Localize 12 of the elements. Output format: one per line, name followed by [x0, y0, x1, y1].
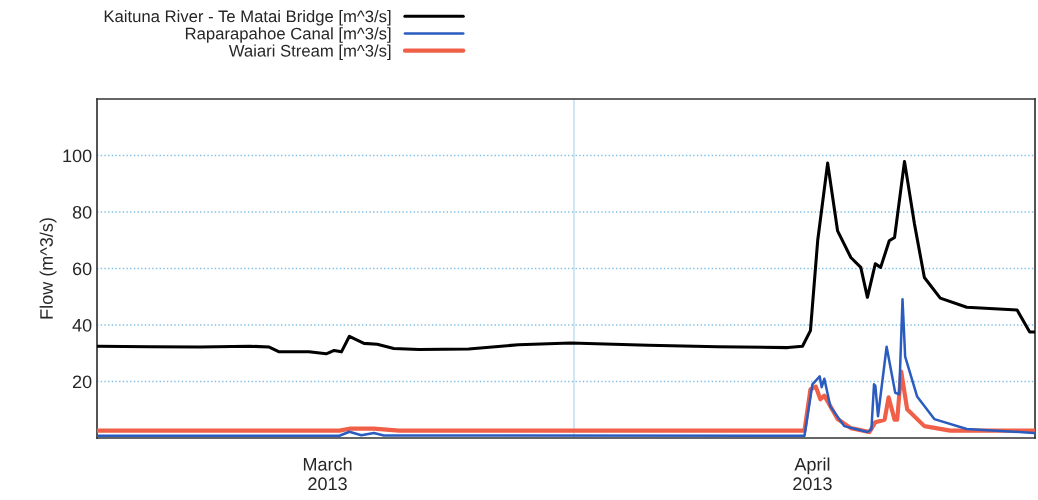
legend-label: Kaituna River - Te Matai Bridge [m^3/s]	[104, 10, 391, 26]
y-tick-label: 60	[72, 262, 92, 276]
y-tick-label: 80	[72, 205, 92, 219]
x-tick-label: April 2013	[793, 457, 832, 491]
legend-label: Waiari Stream [m^3/s]	[228, 44, 391, 60]
y-tick-label: 100	[63, 149, 92, 163]
y-axis-title: Flow (m^3/s)	[39, 218, 57, 319]
x-tick-label: March 2013	[303, 457, 352, 491]
y-tick-label: 40	[72, 318, 92, 332]
line-series	[97, 159, 1035, 356]
legend-label: Raparapahoe Canal [m^3/s]	[185, 27, 391, 43]
y-tick-label: 20	[72, 375, 92, 389]
